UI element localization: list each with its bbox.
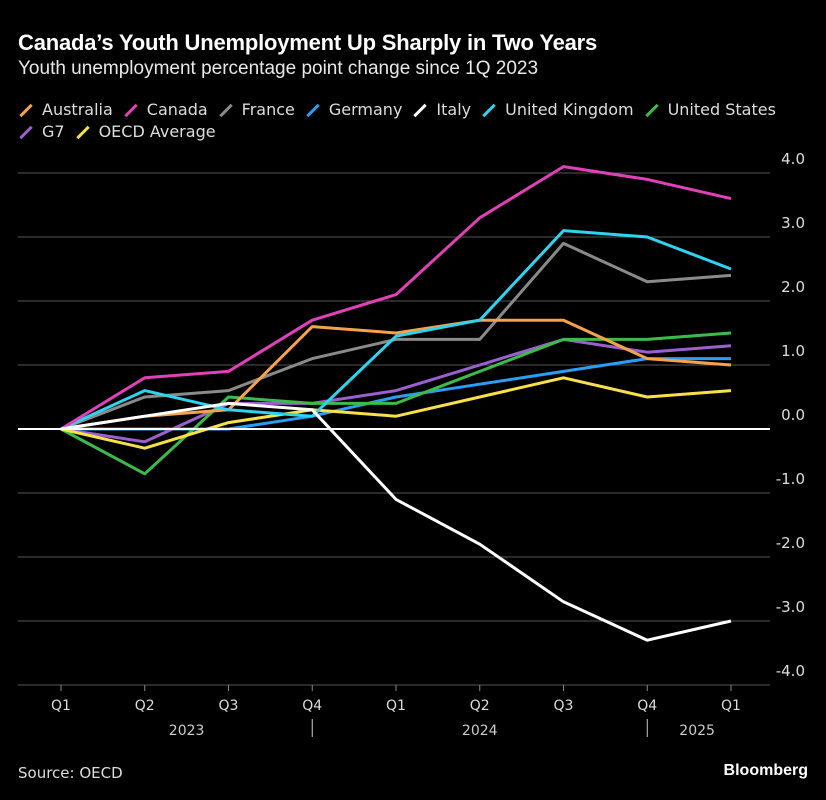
legend-item: Australia bbox=[18, 100, 113, 119]
legend-label: United Kingdom bbox=[505, 100, 634, 119]
y-tick-label: 2.0 bbox=[781, 278, 805, 296]
year-label: 2024 bbox=[462, 723, 498, 739]
legend-item: Italy bbox=[412, 100, 471, 119]
series-line-canada bbox=[60, 165, 732, 431]
legend-label: G7 bbox=[42, 122, 65, 141]
legend: Australia Canada France Germany Italy United … bbox=[18, 100, 808, 144]
legend-item: United States bbox=[644, 100, 776, 119]
legend-item: Germany bbox=[305, 100, 403, 119]
x-tick-label: Q2 bbox=[135, 698, 155, 714]
x-tick-label: Q3 bbox=[554, 698, 574, 714]
legend-item: France bbox=[218, 100, 295, 119]
x-tick-label: Q4 bbox=[637, 698, 657, 714]
y-tick-label: 4.0 bbox=[781, 150, 805, 168]
x-tick-label: Q1 bbox=[386, 698, 406, 714]
series-line-united-states bbox=[60, 331, 732, 476]
y-tick-label: -1.0 bbox=[776, 470, 805, 488]
y-tick-label: -3.0 bbox=[776, 598, 805, 616]
series-line-oecd-average bbox=[60, 376, 732, 450]
legend-item: OECD Average bbox=[75, 122, 216, 141]
chart-title: Canada’s Youth Unemployment Up Sharply i… bbox=[18, 30, 598, 55]
series-line-france bbox=[60, 241, 732, 431]
legend-label: Canada bbox=[146, 100, 208, 119]
brand-logo: Bloomberg bbox=[723, 762, 808, 779]
legend-label: Australia bbox=[42, 100, 113, 119]
x-tick-label: Q2 bbox=[470, 698, 490, 714]
x-tick-label: Q1 bbox=[721, 698, 741, 714]
chart-subtitle: Youth unemployment percentage point chan… bbox=[18, 58, 539, 79]
legend-item: Canada bbox=[123, 100, 208, 119]
y-tick-label: 1.0 bbox=[781, 342, 805, 360]
legend-item: United Kingdom bbox=[481, 100, 634, 119]
x-tick-label: Q4 bbox=[302, 698, 322, 714]
series-line-australia bbox=[60, 318, 732, 431]
legend-label: United States bbox=[667, 100, 776, 119]
y-tick-label: -2.0 bbox=[776, 534, 805, 552]
y-tick-label: -4.0 bbox=[776, 662, 805, 680]
series-line-united-kingdom bbox=[60, 229, 732, 431]
legend-label: Italy bbox=[436, 100, 472, 119]
source-note: Source: OECD bbox=[18, 764, 123, 782]
legend-item: G7 bbox=[18, 122, 65, 141]
legend-label: OECD Average bbox=[98, 122, 216, 141]
legend-label: Germany bbox=[328, 100, 403, 119]
series-line-g7 bbox=[60, 337, 732, 444]
x-tick-label: Q1 bbox=[51, 698, 71, 714]
series-line-italy bbox=[60, 401, 732, 642]
x-tick-label: Q3 bbox=[219, 698, 239, 714]
y-tick-label: 3.0 bbox=[781, 214, 805, 232]
legend-label: France bbox=[241, 100, 295, 119]
year-label: 2025 bbox=[679, 723, 715, 739]
year-label: 2023 bbox=[169, 723, 205, 739]
y-tick-label: 0.0 bbox=[781, 406, 805, 424]
